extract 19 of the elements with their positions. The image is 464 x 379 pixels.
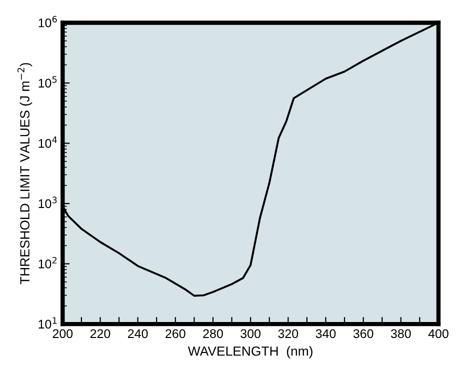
x-axis-title: WAVELENGTH (nm) xyxy=(188,346,312,358)
x-tick-label: 300 xyxy=(240,329,260,338)
y-tick-label: 10$^{3}$ xyxy=(38,196,57,208)
x-tick-label: 240 xyxy=(128,329,148,338)
y-tick-label: 10$^{4}$ xyxy=(38,136,57,148)
x-tick-label: 220 xyxy=(90,329,110,338)
x-tick-label: 200 xyxy=(52,329,73,338)
y-tick-label: 10$^{2}$ xyxy=(38,256,56,268)
y-axis-title: THRESHOLD LIMIT VALUES (J m$^{−2}$) xyxy=(17,63,32,284)
x-tick-label: 340 xyxy=(316,329,336,338)
x-tick-label: 280 xyxy=(203,329,223,338)
x-tick-label: 400 xyxy=(428,329,448,338)
y-tick-label: 10$^{1}$ xyxy=(38,317,57,329)
x-tick-label: 320 xyxy=(278,329,298,338)
x-tick-label: 380 xyxy=(390,329,411,338)
y-tick-label: 10$^{5}$ xyxy=(38,76,57,88)
y-tick-label: 10$^{6}$ xyxy=(38,16,57,28)
x-tick-label: 360 xyxy=(353,329,374,338)
x-tick-label: 260 xyxy=(166,329,186,338)
